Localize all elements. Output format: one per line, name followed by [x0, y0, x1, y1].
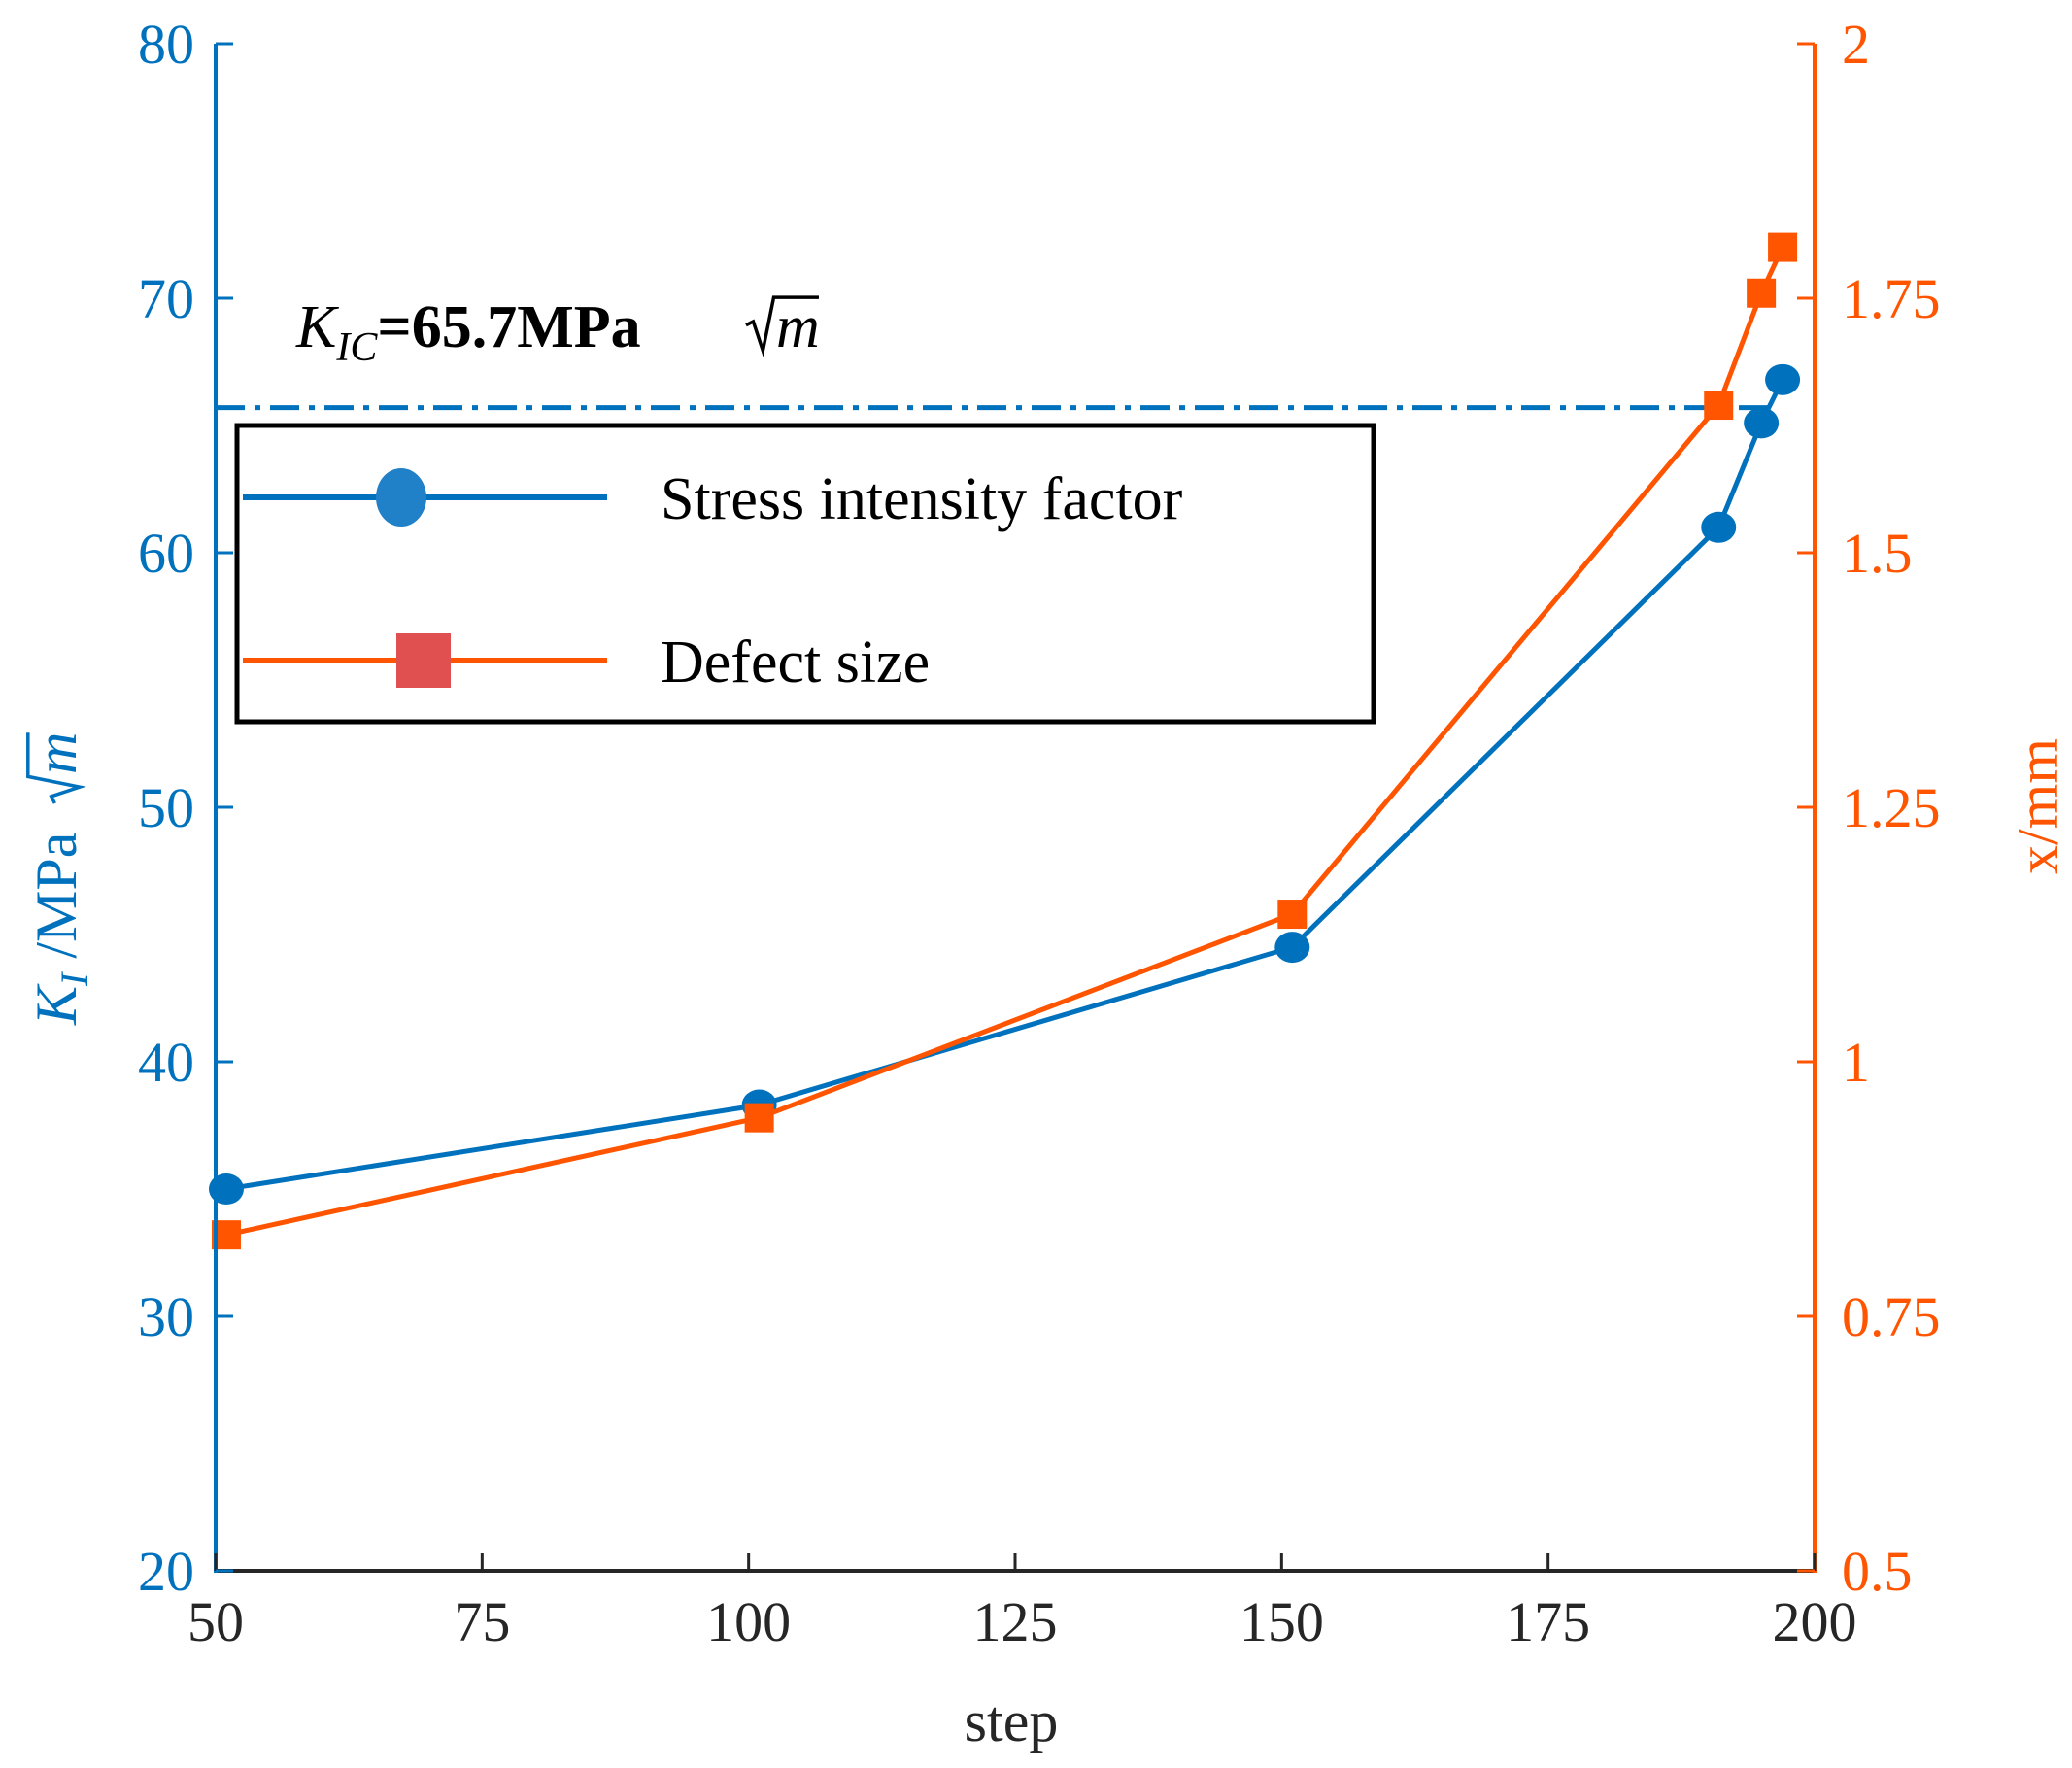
data-point	[1274, 932, 1310, 964]
legend-entry-1: Stress intensity factor	[243, 466, 1183, 532]
data-point	[1747, 278, 1777, 308]
series-layer	[208, 232, 1801, 1250]
left-y-tick-label: 80	[138, 13, 194, 76]
right-y-tick-label: 2	[1842, 13, 1870, 76]
left-y-axis-title: KI /MPa m	[24, 732, 96, 1026]
left-y-tick-label: 40	[138, 1031, 194, 1094]
data-point	[1701, 511, 1737, 543]
x-tick-label: 100	[706, 1590, 791, 1653]
series-line	[225, 246, 1785, 1238]
x-tick-label: 150	[1240, 1590, 1324, 1653]
left-y-tick-label: 20	[138, 1540, 194, 1603]
x-tick-label: 200	[1773, 1590, 1857, 1653]
legend-marker-circle-icon	[376, 468, 426, 527]
data-point	[1704, 391, 1734, 421]
right-y-tick-label: 1.5	[1842, 522, 1913, 585]
right-y-tick-label: 1.25	[1842, 776, 1941, 839]
left-y-tick-label: 50	[138, 776, 194, 839]
sqrt-radical-icon	[26, 732, 86, 804]
sqrt-radicand: m	[776, 294, 820, 360]
x-tick-label: 50	[187, 1590, 244, 1653]
axes-layer: 50 75 100 125 150 175 200 step 20 30 40 50 60 70 80 0.5…	[24, 13, 2070, 1753]
legend-entry-2: Defect size	[243, 629, 930, 696]
legend-label: Stress intensity factor	[661, 466, 1183, 532]
sqrt-radicand: m	[24, 732, 88, 774]
x-tick-label: 75	[454, 1590, 510, 1653]
data-point	[1277, 900, 1308, 930]
data-point	[1744, 407, 1780, 439]
left-y-tick-label: 70	[138, 267, 194, 330]
series-2	[211, 232, 1798, 1250]
data-point	[1768, 232, 1798, 262]
right-y-tick-label: 0.5	[1842, 1540, 1913, 1603]
right-y-tick-label: 1.75	[1842, 267, 1941, 330]
legend-label: Defect size	[661, 629, 930, 696]
x-tick-label: 175	[1506, 1590, 1590, 1653]
annotation-layer: KIC=65.7MPa m	[295, 294, 820, 370]
right-y-tick-label: 1	[1842, 1031, 1870, 1094]
kic-annotation-text: KIC=65.7MPa	[295, 294, 641, 370]
right-y-axis-title: x/mm	[2006, 738, 2070, 874]
data-point	[1765, 363, 1801, 395]
data-point	[744, 1103, 774, 1133]
right-y-tick-label: 0.75	[1842, 1285, 1941, 1348]
left-y-axis-title-sqrt: m	[24, 732, 88, 804]
x-tick-label: 125	[973, 1590, 1058, 1653]
left-y-axis-title-text: KI /MPa	[24, 833, 96, 1026]
sqrt-radical-icon	[745, 295, 819, 357]
right-y-axis-title-text: x/mm	[2006, 738, 2070, 874]
legend-marker-square-icon	[396, 633, 451, 688]
left-y-tick-label: 60	[138, 522, 194, 585]
kic-annotation-sqrt: m	[745, 294, 820, 360]
x-axis-title: step	[965, 1689, 1059, 1753]
legend: Stress intensity factor Defect size	[234, 423, 1376, 725]
left-y-tick-label: 30	[138, 1285, 194, 1348]
